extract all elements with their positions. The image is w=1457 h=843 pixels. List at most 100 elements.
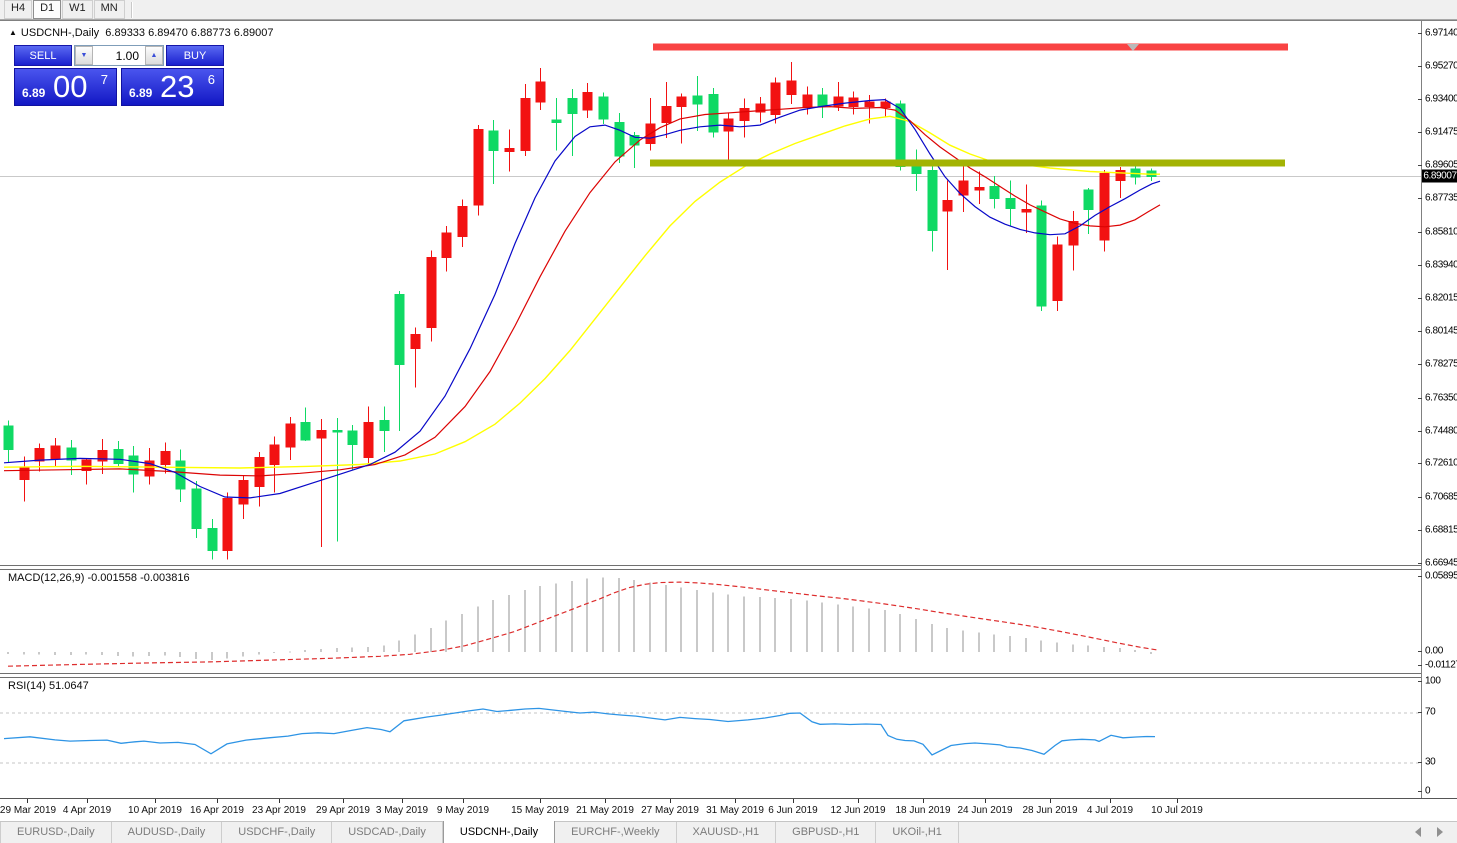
date-label: 4 Jul 2019 (1086, 805, 1134, 816)
date-label: 21 May 2019 (576, 805, 634, 816)
price-axis-label: 6.95270 (1425, 60, 1457, 72)
date-label: 3 May 2019 (375, 805, 429, 816)
date-label: 15 May 2019 (511, 805, 569, 816)
rsi-line (3, 707, 1156, 756)
buy-button[interactable]: BUY (166, 45, 224, 66)
chart-tab-audusd-daily[interactable]: AUDUSD-,Daily (112, 822, 223, 843)
date-tick (540, 799, 541, 803)
toolbar-separator (130, 1, 133, 18)
chart-tab-gbpusd-h1[interactable]: GBPUSD-,H1 (776, 822, 877, 843)
sell-button[interactable]: SELL (14, 45, 72, 66)
chart-symbol-period: USDCNH-,Daily (20, 27, 100, 39)
chart-ohlc-values: 6.89333 6.89470 6.88773 6.89007 (105, 27, 274, 39)
date-tick (1177, 799, 1178, 803)
buy-price-button[interactable]: 6.89 23 6 (121, 68, 224, 106)
price-axis-label: 6.85810 (1425, 226, 1457, 238)
price-axis-label: 6.66945 (1425, 557, 1457, 569)
tab-scroll-right-icon[interactable] (1437, 827, 1443, 837)
chart-tab-usdchf-daily[interactable]: USDCHF-,Daily (222, 822, 333, 843)
date-tick (735, 799, 736, 803)
buy-price-pip: 6 (207, 72, 215, 87)
volume-increase-icon[interactable]: ▲ (145, 46, 163, 65)
date-label: 16 Apr 2019 (190, 805, 244, 816)
date-tick (27, 799, 28, 803)
date-label: 9 May 2019 (436, 805, 490, 816)
ma-yellow-slow (3, 115, 1160, 469)
chart-tab-eurusd-daily[interactable]: EURUSD-,Daily (0, 822, 112, 843)
support-line[interactable] (650, 159, 1285, 167)
current-price-chip: 6.89007 (1422, 169, 1457, 183)
resistance-line[interactable] (653, 43, 1288, 51)
date-label: 6 Jun 2019 (768, 805, 818, 816)
date-label: 23 Apr 2019 (252, 805, 306, 816)
date-tick (923, 799, 924, 803)
macd-axis-zero: 0.00 (1425, 645, 1443, 657)
chart-tab-xauusd-h1[interactable]: XAUUSD-,H1 (677, 822, 777, 843)
chart-tab-eurchf-weekly[interactable]: EURCHF-,Weekly (555, 822, 677, 843)
date-tick (985, 799, 986, 803)
date-tick (463, 799, 464, 803)
sell-price-button[interactable]: 6.89 00 7 (14, 68, 117, 106)
candles (3, 61, 1157, 560)
timeframe-button-d1[interactable]: D1 (33, 0, 62, 19)
date-label: 4 Apr 2019 (62, 805, 112, 816)
price-axis-label: 6.83940 (1425, 259, 1457, 271)
date-tick (155, 799, 156, 803)
chart-tab-ukoil-h1[interactable]: UKOil-,H1 (876, 822, 959, 843)
macd-rsi-separator[interactable] (0, 673, 1457, 678)
rsi-axis-label: 100 (1425, 675, 1441, 687)
chart-tab-usdcnh-daily[interactable]: USDCNH-,Daily (442, 821, 556, 843)
volume-cluster: ▼ ▲ (74, 45, 164, 66)
date-axis[interactable]: 29 Mar 2019 4 Apr 2019 10 Apr 2019 16 Apr 2… (0, 798, 1457, 821)
macd-indicator-label: MACD(12,26,9) -0.001558 -0.003816 (8, 572, 190, 584)
price-axis-label: 6.74480 (1425, 425, 1457, 437)
chart-shift-marker-icon[interactable] (1127, 44, 1139, 51)
volume-input[interactable] (93, 46, 145, 65)
price-axis-label: 6.72610 (1425, 457, 1457, 469)
date-label: 10 Apr 2019 (128, 805, 182, 816)
date-tick (402, 799, 403, 803)
price-axis[interactable]: 6.97140 6.95270 6.93400 6.91475 6.89605 6.877… (1418, 21, 1457, 798)
sell-price-main: 00 (53, 69, 88, 104)
date-label: 24 Jun 2019 (957, 805, 1013, 816)
price-axis-label: 6.68815 (1425, 524, 1457, 536)
buy-price-main: 23 (160, 69, 195, 104)
macd-histogram (7, 577, 1152, 661)
chart-tab-bar: EURUSD-,Daily AUDUSD-,Daily USDCHF-,Daily U… (0, 821, 1457, 843)
sell-price-prefix: 6.89 (22, 86, 46, 100)
price-axis-label: 6.70685 (1425, 491, 1457, 503)
tab-scroll-left-icon[interactable] (1415, 827, 1421, 837)
collapse-triangle-icon[interactable]: ▲ (9, 28, 17, 37)
rsi-axis-label: 0 (1425, 785, 1431, 797)
date-tick (1050, 799, 1051, 803)
price-macd-separator[interactable] (0, 565, 1457, 570)
date-label: 31 May 2019 (706, 805, 764, 816)
date-tick (858, 799, 859, 803)
price-axis-label: 6.93400 (1425, 93, 1457, 105)
chart-canvas[interactable] (0, 22, 1421, 800)
timeframe-button-w1[interactable]: W1 (62, 0, 93, 19)
price-axis-label: 6.97140 (1425, 27, 1457, 39)
date-label: 29 Mar 2019 (0, 805, 57, 816)
date-tick (343, 799, 344, 803)
date-tick (279, 799, 280, 803)
volume-decrease-icon[interactable]: ▼ (75, 46, 93, 65)
rsi-indicator-label: RSI(14) 51.0647 (8, 680, 89, 692)
tab-scroll-controls (1415, 827, 1443, 837)
price-axis-label: 6.87735 (1425, 192, 1457, 204)
price-axis-label: 6.89605 (1425, 159, 1457, 171)
date-label: 12 Jun 2019 (830, 805, 886, 816)
date-label: 28 Jun 2019 (1022, 805, 1078, 816)
chart-window (0, 20, 1457, 821)
timeframe-button-mn[interactable]: MN (93, 0, 125, 19)
price-axis-label: 6.76350 (1425, 392, 1457, 404)
date-label: 29 Apr 2019 (316, 805, 370, 816)
timeframe-button-h4[interactable]: H4 (4, 0, 33, 19)
timeframe-toolbar: H4 D1 W1 MN (0, 0, 1457, 20)
date-tick (793, 799, 794, 803)
chart-tab-usdcad-daily[interactable]: USDCAD-,Daily (332, 822, 443, 843)
price-axis-label: 6.80145 (1425, 325, 1457, 337)
price-axis-label: 6.82015 (1425, 292, 1457, 304)
date-label: 10 Jul 2019 (1151, 805, 1203, 816)
macd-signal-line (7, 581, 1159, 667)
